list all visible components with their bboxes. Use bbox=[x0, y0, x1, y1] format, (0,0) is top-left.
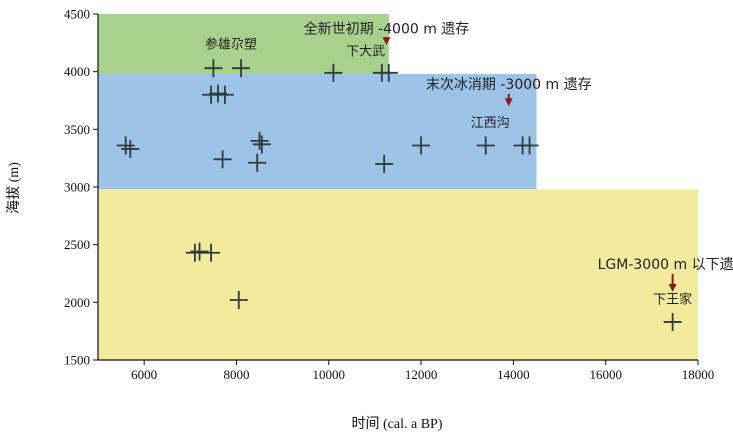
points-layer bbox=[116, 59, 682, 331]
x-tick-label: 10000 bbox=[313, 367, 346, 382]
y-tick-label: 4000 bbox=[64, 64, 90, 79]
y-tick-label: 3000 bbox=[64, 180, 90, 195]
data-point bbox=[252, 135, 271, 154]
y-tick-label: 1500 bbox=[64, 353, 90, 368]
data-point bbox=[324, 63, 343, 82]
data-point bbox=[520, 136, 539, 155]
data-point bbox=[663, 312, 682, 331]
data-point bbox=[202, 243, 221, 262]
zones-layer bbox=[98, 14, 698, 360]
annotation-label: LGM-3000 m 以下遗存 bbox=[598, 257, 733, 273]
site-label: 江西沟 bbox=[471, 116, 510, 131]
data-point bbox=[379, 63, 398, 82]
data-point bbox=[215, 85, 234, 104]
x-tick-label: 16000 bbox=[589, 367, 622, 382]
data-point bbox=[248, 153, 267, 172]
site-label: 下大武 bbox=[346, 45, 385, 60]
y-tick-label: 2000 bbox=[64, 295, 90, 310]
x-tick-label: 6000 bbox=[131, 367, 157, 382]
data-point bbox=[190, 242, 209, 261]
y-axis-title: 海拔 (m) bbox=[6, 162, 22, 214]
data-point bbox=[121, 139, 140, 158]
x-tick-label: 14000 bbox=[497, 367, 530, 382]
y-tick-label: 3500 bbox=[64, 122, 90, 137]
data-point bbox=[213, 150, 232, 169]
ticks-layer: 6000 8000 10000 12000 14000 16000 18000 1500 200… bbox=[64, 7, 714, 383]
y-tick-label: 4500 bbox=[64, 7, 90, 22]
data-point bbox=[476, 136, 495, 155]
data-point bbox=[232, 59, 251, 78]
zone-band bbox=[98, 189, 698, 360]
x-tick-label: 12000 bbox=[405, 367, 438, 382]
annotation-label: 末次冰消期 -3000 m 遗存 bbox=[426, 77, 592, 93]
zone-band bbox=[98, 73, 537, 190]
zone-band bbox=[98, 14, 389, 74]
x-tick-label: 18000 bbox=[682, 367, 715, 382]
data-point bbox=[250, 131, 269, 150]
y-tick-label: 2500 bbox=[64, 237, 90, 252]
site-label: 参雄尕塑 bbox=[205, 37, 257, 53]
site-label: 下王家 bbox=[653, 291, 692, 307]
data-point bbox=[209, 84, 227, 103]
data-point bbox=[204, 59, 223, 78]
annotation-label: 全新世初期 -4000 m 遗存 bbox=[304, 21, 470, 38]
data-point bbox=[116, 136, 135, 155]
data-point bbox=[375, 154, 394, 173]
annotation-arrow-head bbox=[382, 37, 391, 46]
x-tick-label: 8000 bbox=[223, 367, 249, 382]
annotation-arrow-head bbox=[504, 98, 513, 107]
data-point bbox=[229, 291, 248, 310]
x-axis-title: 时间 (cal. a BP) bbox=[352, 416, 443, 432]
annotation-arrow-head bbox=[668, 283, 677, 292]
data-point bbox=[185, 243, 204, 262]
data-point bbox=[412, 136, 431, 155]
